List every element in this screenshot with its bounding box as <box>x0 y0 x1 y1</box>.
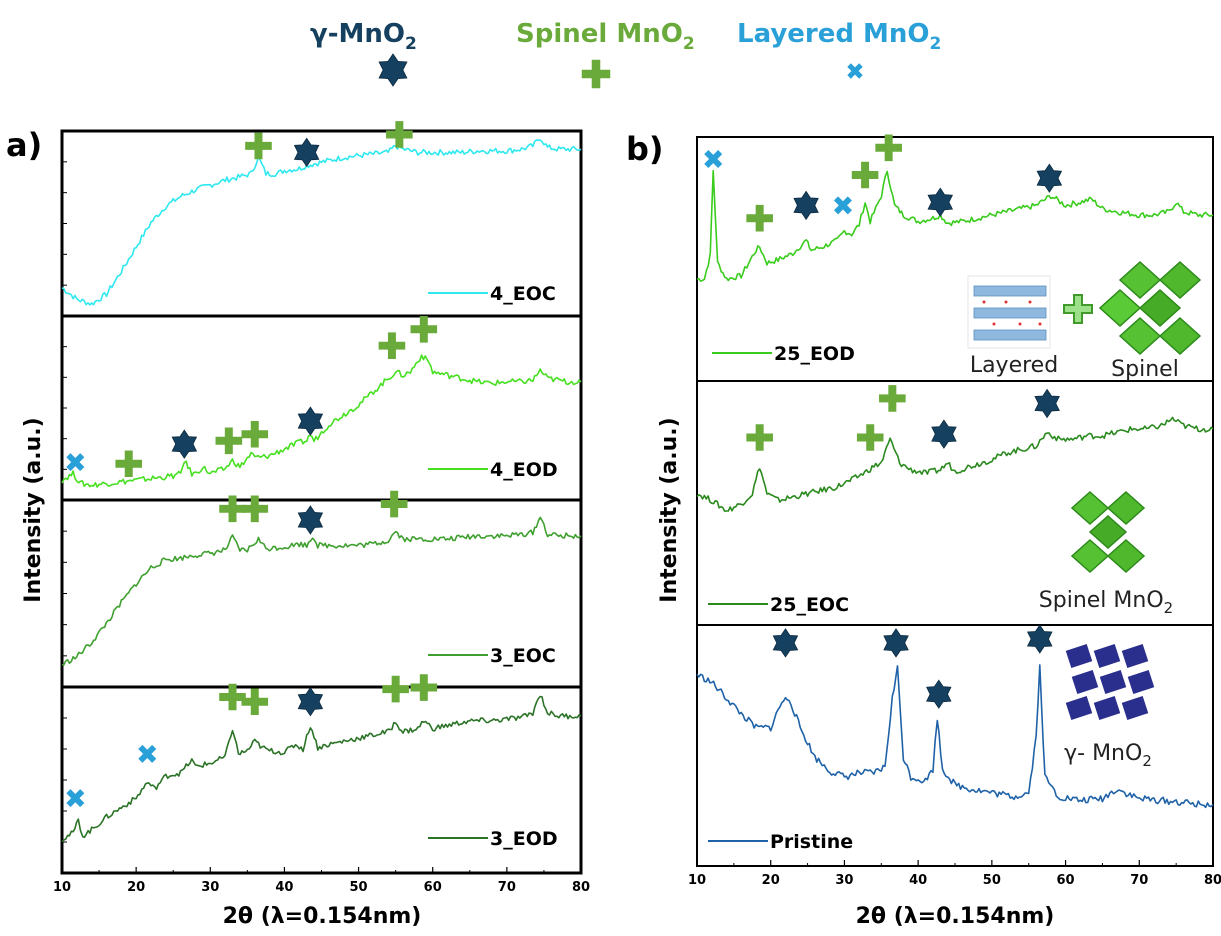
gamma-star-icon <box>772 628 799 658</box>
x-tick-label: 40 <box>275 880 293 895</box>
spinel-plus-icon <box>386 121 413 148</box>
x-tick-label: 20 <box>762 873 780 888</box>
inset-gamma-structure <box>1065 644 1155 720</box>
series-legend-label: 3_EOD <box>490 828 558 850</box>
x-tick-label: 20 <box>127 880 145 895</box>
panel-b-label: b) <box>626 130 664 168</box>
x-tick-label: 10 <box>53 880 71 895</box>
layered-cross-icon <box>138 744 157 763</box>
x-tick-label: 50 <box>350 880 368 895</box>
gamma-star-icon <box>931 419 957 449</box>
series-legend-label: 3_EOC <box>490 645 556 667</box>
gamma-star-icon <box>793 190 819 221</box>
series-line-pristine <box>696 664 1214 809</box>
inset-spinel-caption: Spinel <box>1111 357 1179 382</box>
series-line-3-eoc <box>61 516 582 666</box>
series-legend-label: 4_EOC <box>490 283 556 305</box>
series-legend-label: 4_EOD <box>490 459 558 481</box>
panel-a-label: a) <box>6 126 42 164</box>
series-legend-label: 25_EOC <box>770 594 849 616</box>
gamma-star-icon <box>297 686 324 717</box>
inset-plus-icon <box>1063 294 1093 324</box>
x-tick-label: 70 <box>1130 873 1148 888</box>
series-line-25-eod <box>696 169 1214 282</box>
panel-a-xlabel: 2θ (λ=0.154nm) <box>223 904 422 929</box>
series-line-4-eoc <box>61 139 582 306</box>
x-tick-label: 30 <box>201 880 219 895</box>
gamma-star-icon <box>1036 163 1063 193</box>
gamma-star-icon <box>926 679 952 709</box>
series-line-3-eod <box>61 695 582 843</box>
spinel-plus-icon <box>219 495 246 523</box>
spinel-plus-icon <box>746 204 773 232</box>
spinel-plus-icon <box>241 688 269 716</box>
spinel-plus-icon <box>875 134 902 162</box>
inset-layered-structure <box>967 275 1051 349</box>
inset-gamma-caption: γ- MnO2 <box>1064 741 1152 770</box>
gamma-star-icon <box>1026 624 1053 654</box>
spinel-plus-icon <box>851 161 879 189</box>
layered-cross-icon <box>704 149 723 169</box>
gamma-star-icon <box>297 406 324 436</box>
gamma-star-icon <box>883 628 909 658</box>
x-tick-label: 80 <box>572 880 590 895</box>
legend-layered-label: Layered MnO2 <box>737 19 941 54</box>
gamma-star-icon <box>171 429 198 459</box>
inset-spinel-structure <box>1098 260 1202 356</box>
inset-spinel-mno2-caption: Spinel MnO2 <box>1039 588 1173 617</box>
phase-legend: γ-MnO2 Spinel MnO2 Layered MnO2 <box>310 19 941 89</box>
series-legend-label: 25_EOD <box>774 343 855 365</box>
gamma-star-icon <box>927 187 954 217</box>
x-tick-label: 10 <box>688 873 706 888</box>
panel-b-plot: 10 20 30 40 50 60 70 80 25_EOD 25_EOC Pristine <box>688 134 1221 888</box>
series-line-4-eod <box>61 354 582 488</box>
layered-cross-icon <box>833 196 852 215</box>
x-tick-label: 60 <box>1057 873 1075 888</box>
panel-b-xlabel: 2θ (λ=0.154nm) <box>856 904 1055 929</box>
spinel-plus-icon <box>382 675 409 703</box>
spinel-plus-icon <box>241 495 269 523</box>
panel-a-ylabel: Intensity (a.u.) <box>21 417 46 602</box>
spinel-plus-icon <box>581 59 611 89</box>
inset-spinel-mno2-structure <box>1070 490 1146 574</box>
spinel-plus-icon <box>378 332 406 359</box>
spinel-plus-icon <box>245 132 272 160</box>
gamma-star-icon <box>378 53 408 87</box>
x-tick-label: 40 <box>909 873 927 888</box>
panel-a-plot: 10 20 30 40 50 60 70 80 4_EOC 4_EOD 3_EOC 3_EOD <box>53 121 590 895</box>
spinel-plus-icon <box>219 683 246 711</box>
x-tick-label: 50 <box>983 873 1001 888</box>
legend-gamma-label: γ-MnO2 <box>310 19 417 54</box>
spinel-plus-icon <box>215 427 243 455</box>
x-tick-label: 70 <box>498 880 516 895</box>
layered-cross-icon <box>66 453 85 472</box>
legend-spinel-label: Spinel MnO2 <box>516 19 695 54</box>
gamma-star-icon <box>1034 388 1060 419</box>
spinel-plus-icon <box>380 490 408 518</box>
inset-layered-caption: Layered <box>970 353 1058 378</box>
gamma-star-icon <box>293 137 320 168</box>
spinel-plus-icon <box>879 385 906 412</box>
series-line-25-eoc <box>696 416 1214 512</box>
legend-markers <box>378 53 863 89</box>
panel-b-ylabel: Intensity (a.u.) <box>657 417 682 602</box>
x-tick-label: 80 <box>1204 873 1221 888</box>
spinel-plus-icon <box>410 315 438 343</box>
series-legend-label: Pristine <box>770 831 853 853</box>
spinel-plus-icon <box>746 424 773 451</box>
x-tick-label: 60 <box>424 880 442 895</box>
spinel-plus-icon <box>241 420 269 448</box>
spinel-plus-icon <box>115 450 143 478</box>
layered-cross-icon <box>847 63 863 79</box>
gamma-star-icon <box>297 505 324 535</box>
layered-cross-icon <box>66 789 85 808</box>
x-tick-label: 30 <box>835 873 853 888</box>
spinel-plus-icon <box>410 674 438 701</box>
spinel-plus-icon <box>856 424 884 451</box>
